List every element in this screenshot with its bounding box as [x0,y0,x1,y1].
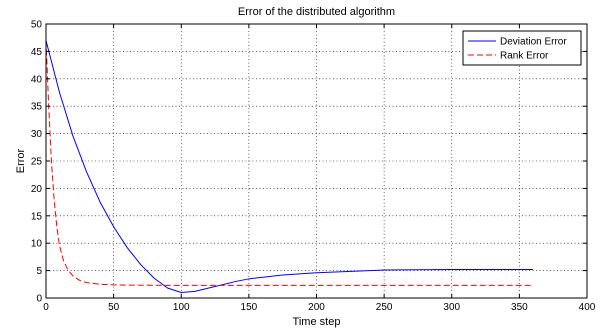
series-layer [45,40,533,294]
series-line-deviation-error [45,40,533,294]
x-tick-label: 50 [108,302,120,313]
x-tick-label: 100 [173,302,190,313]
y-tick-label: 35 [31,102,43,113]
y-tick-label: 50 [31,20,43,31]
chart-title: Error of the distributed algorithm [238,6,395,18]
series-line-rank-error [45,40,533,286]
y-tick-label: 40 [31,74,43,85]
x-tick-label: 350 [511,302,528,313]
y-tick-label: 5 [36,266,42,277]
grid-lines [46,24,587,298]
legend-label: Rank Error [500,51,549,62]
x-tick-label: 150 [241,302,258,313]
axis-ticks: 0 50 100 150 200 250 300 350 400 0 5 10 15 20 25 30 35 40… [31,20,596,314]
y-tick-label: 45 [31,47,43,58]
x-tick-label: 250 [376,302,393,313]
x-tick-label: 300 [443,302,460,313]
legend-label: Deviation Error [500,37,567,48]
y-tick-label: 30 [31,129,43,140]
x-tick-label: 200 [308,302,325,313]
y-tick-label: 20 [31,184,43,195]
legend-box [462,30,582,66]
y-tick-label: 0 [36,294,42,305]
y-tick-label: 15 [31,211,43,222]
y-axis-label: Error [15,148,27,173]
legend: Deviation Error Rank Error [462,30,582,66]
x-tick-label: 400 [579,302,596,313]
y-tick-label: 25 [31,157,43,168]
y-tick-label: 10 [31,239,43,250]
x-axis-label: Time step [293,316,341,328]
x-tick-label: 0 [43,302,49,313]
